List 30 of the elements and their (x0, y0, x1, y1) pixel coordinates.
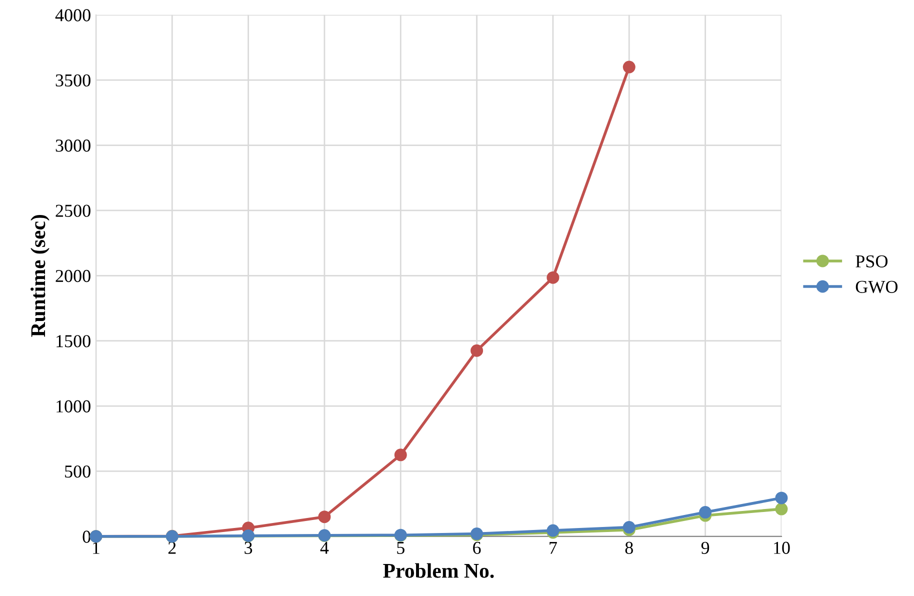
x-tick-label: 8 (625, 542, 633, 554)
y-tick-label: 4000 (55, 9, 90, 22)
y-tick-label: 2500 (56, 204, 90, 217)
point (775, 502, 788, 516)
point (622, 521, 636, 534)
point (394, 448, 407, 462)
x-tick-label: 4 (320, 542, 329, 554)
legend-label: GWO (856, 280, 898, 294)
x-tick-label: 10 (774, 542, 790, 554)
point (622, 60, 636, 74)
x-axis-title: Problem No. (383, 563, 494, 578)
point (318, 510, 331, 524)
point (699, 506, 712, 519)
point (775, 492, 788, 504)
y-tick-label: 500 (65, 465, 90, 478)
y-tick-label: 1000 (56, 400, 90, 412)
y-axis-title: Runtime (sec) (30, 214, 50, 337)
x-tick-label: 7 (550, 542, 557, 554)
point (546, 271, 560, 284)
y-tick-label: 3500 (56, 74, 90, 87)
y-tick-label: 2000 (56, 270, 90, 282)
x-tick-label: 9 (701, 542, 710, 554)
y-tick-label: 3000 (56, 140, 90, 152)
y-tick-label: 1500 (56, 335, 90, 348)
legend-label: PSO (856, 255, 888, 268)
x-tick-label: 3 (244, 542, 252, 554)
x-tick-label: 6 (473, 542, 481, 554)
x-tick-label: 1 (93, 542, 100, 554)
x-tick-label: 5 (397, 542, 404, 554)
point (470, 344, 484, 357)
